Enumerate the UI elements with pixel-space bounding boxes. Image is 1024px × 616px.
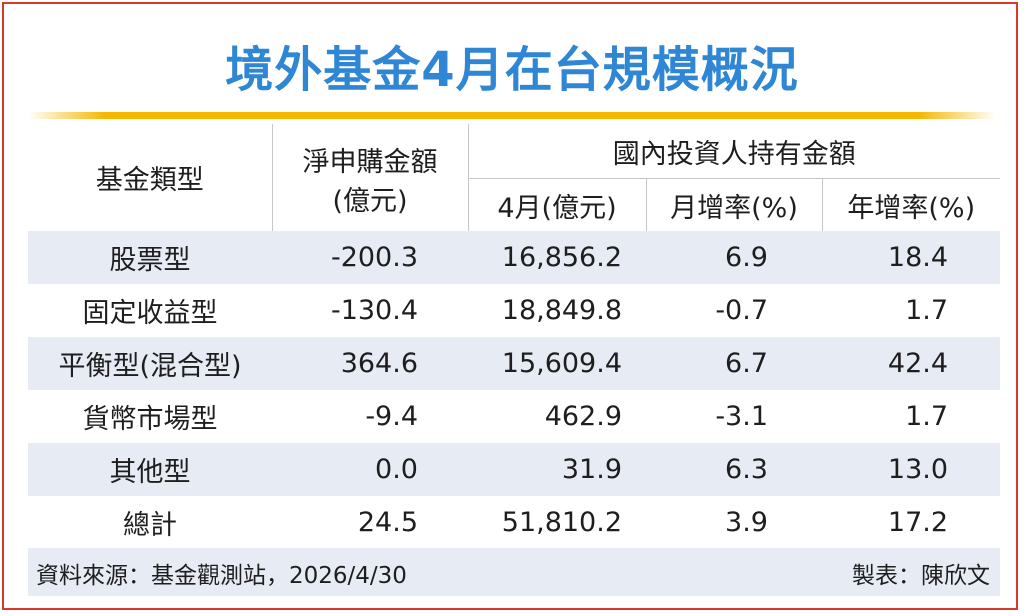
yoy-rate-cell: 17.2 [887,507,949,538]
mom-rate-cell: 6.9 [646,231,822,284]
net-purchase-cell: -200.3 [272,231,468,284]
net-purchase-cell: 24.5 [357,507,418,538]
april-amount-cell: 51,810.2 [501,507,622,538]
title-divider [28,112,996,119]
table-row: 貨幣市場型 -9.4 462.9 -3.1 1.7 [28,390,1000,443]
table-row: 其他型 0.0 31.9 6.3 13.0 [28,443,1001,496]
table-maker-note: 製表：陳欣文 [852,563,990,589]
net-purchase-cell: -130.4 [330,295,418,326]
fund-type-cell: 股票型 [28,231,272,284]
fund-type-cell: 總計 [123,510,177,541]
header-yoy-rate: 年增率(%) [821,178,1001,231]
net-purchase-cell: 364.6 [272,337,468,390]
yoy-rate-cell: 13.0 [822,443,1001,496]
header-net-purchase: 淨申購金額 [271,124,468,179]
mom-rate-cell: 3.9 [725,507,768,538]
header-fund-type: 基金類型 [95,165,204,196]
footer-bar: 資料來源：基金觀測站，2026/4/30 製表：陳欣文 [28,548,1000,596]
mom-rate-cell: -3.1 [715,401,768,432]
net-purchase-cell: 0.0 [272,443,468,496]
table-row: 固定收益型 -130.4 18,849.8 -0.7 1.7 [28,284,1000,337]
april-amount-cell: 31.9 [468,443,646,496]
mom-rate-cell: 6.7 [646,337,822,390]
fund-type-cell: 貨幣市場型 [82,404,218,435]
total-row: 總計 24.5 51,810.2 3.9 17.2 [28,496,1000,549]
net-purchase-cell: -9.4 [365,401,418,432]
yoy-rate-cell: 1.7 [905,295,949,326]
april-amount-cell: 18,849.8 [501,295,622,326]
yoy-rate-cell: 42.4 [822,337,1001,390]
outer-frame [2,2,1018,610]
header-domestic-holdings: 國內投資人持有金額 [467,124,1001,179]
table-row: 股票型 -200.3 16,856.2 6.9 18.4 [28,231,1001,284]
header-april-amount: 4月(億元) [467,178,646,231]
table-row: 平衡型(混合型) 364.6 15,609.4 6.7 42.4 [28,337,1001,390]
mom-rate-cell: -0.7 [715,295,768,326]
fund-type-cell: 平衡型(混合型) [28,337,272,390]
yoy-rate-cell: 18.4 [822,231,1001,284]
fund-type-cell: 固定收益型 [82,298,218,329]
page-title: 境外基金4月在台規模概況 [225,42,799,98]
april-amount-cell: 15,609.4 [468,337,646,390]
fund-table: 基金類型 淨申購金額 國內投資人持有金額 (億元) 4月(億元) 月增率(%) … [28,124,1001,549]
header-net-purchase-unit: (億元) [271,178,468,231]
april-amount-cell: 462.9 [544,401,622,432]
source-note: 資料來源：基金觀測站，2026/4/30 [36,563,407,589]
april-amount-cell: 16,856.2 [468,231,646,284]
fund-type-cell: 其他型 [28,443,272,496]
yoy-rate-cell: 1.7 [905,401,949,432]
header-mom-rate: 月增率(%) [645,178,822,231]
mom-rate-cell: 6.3 [646,443,822,496]
